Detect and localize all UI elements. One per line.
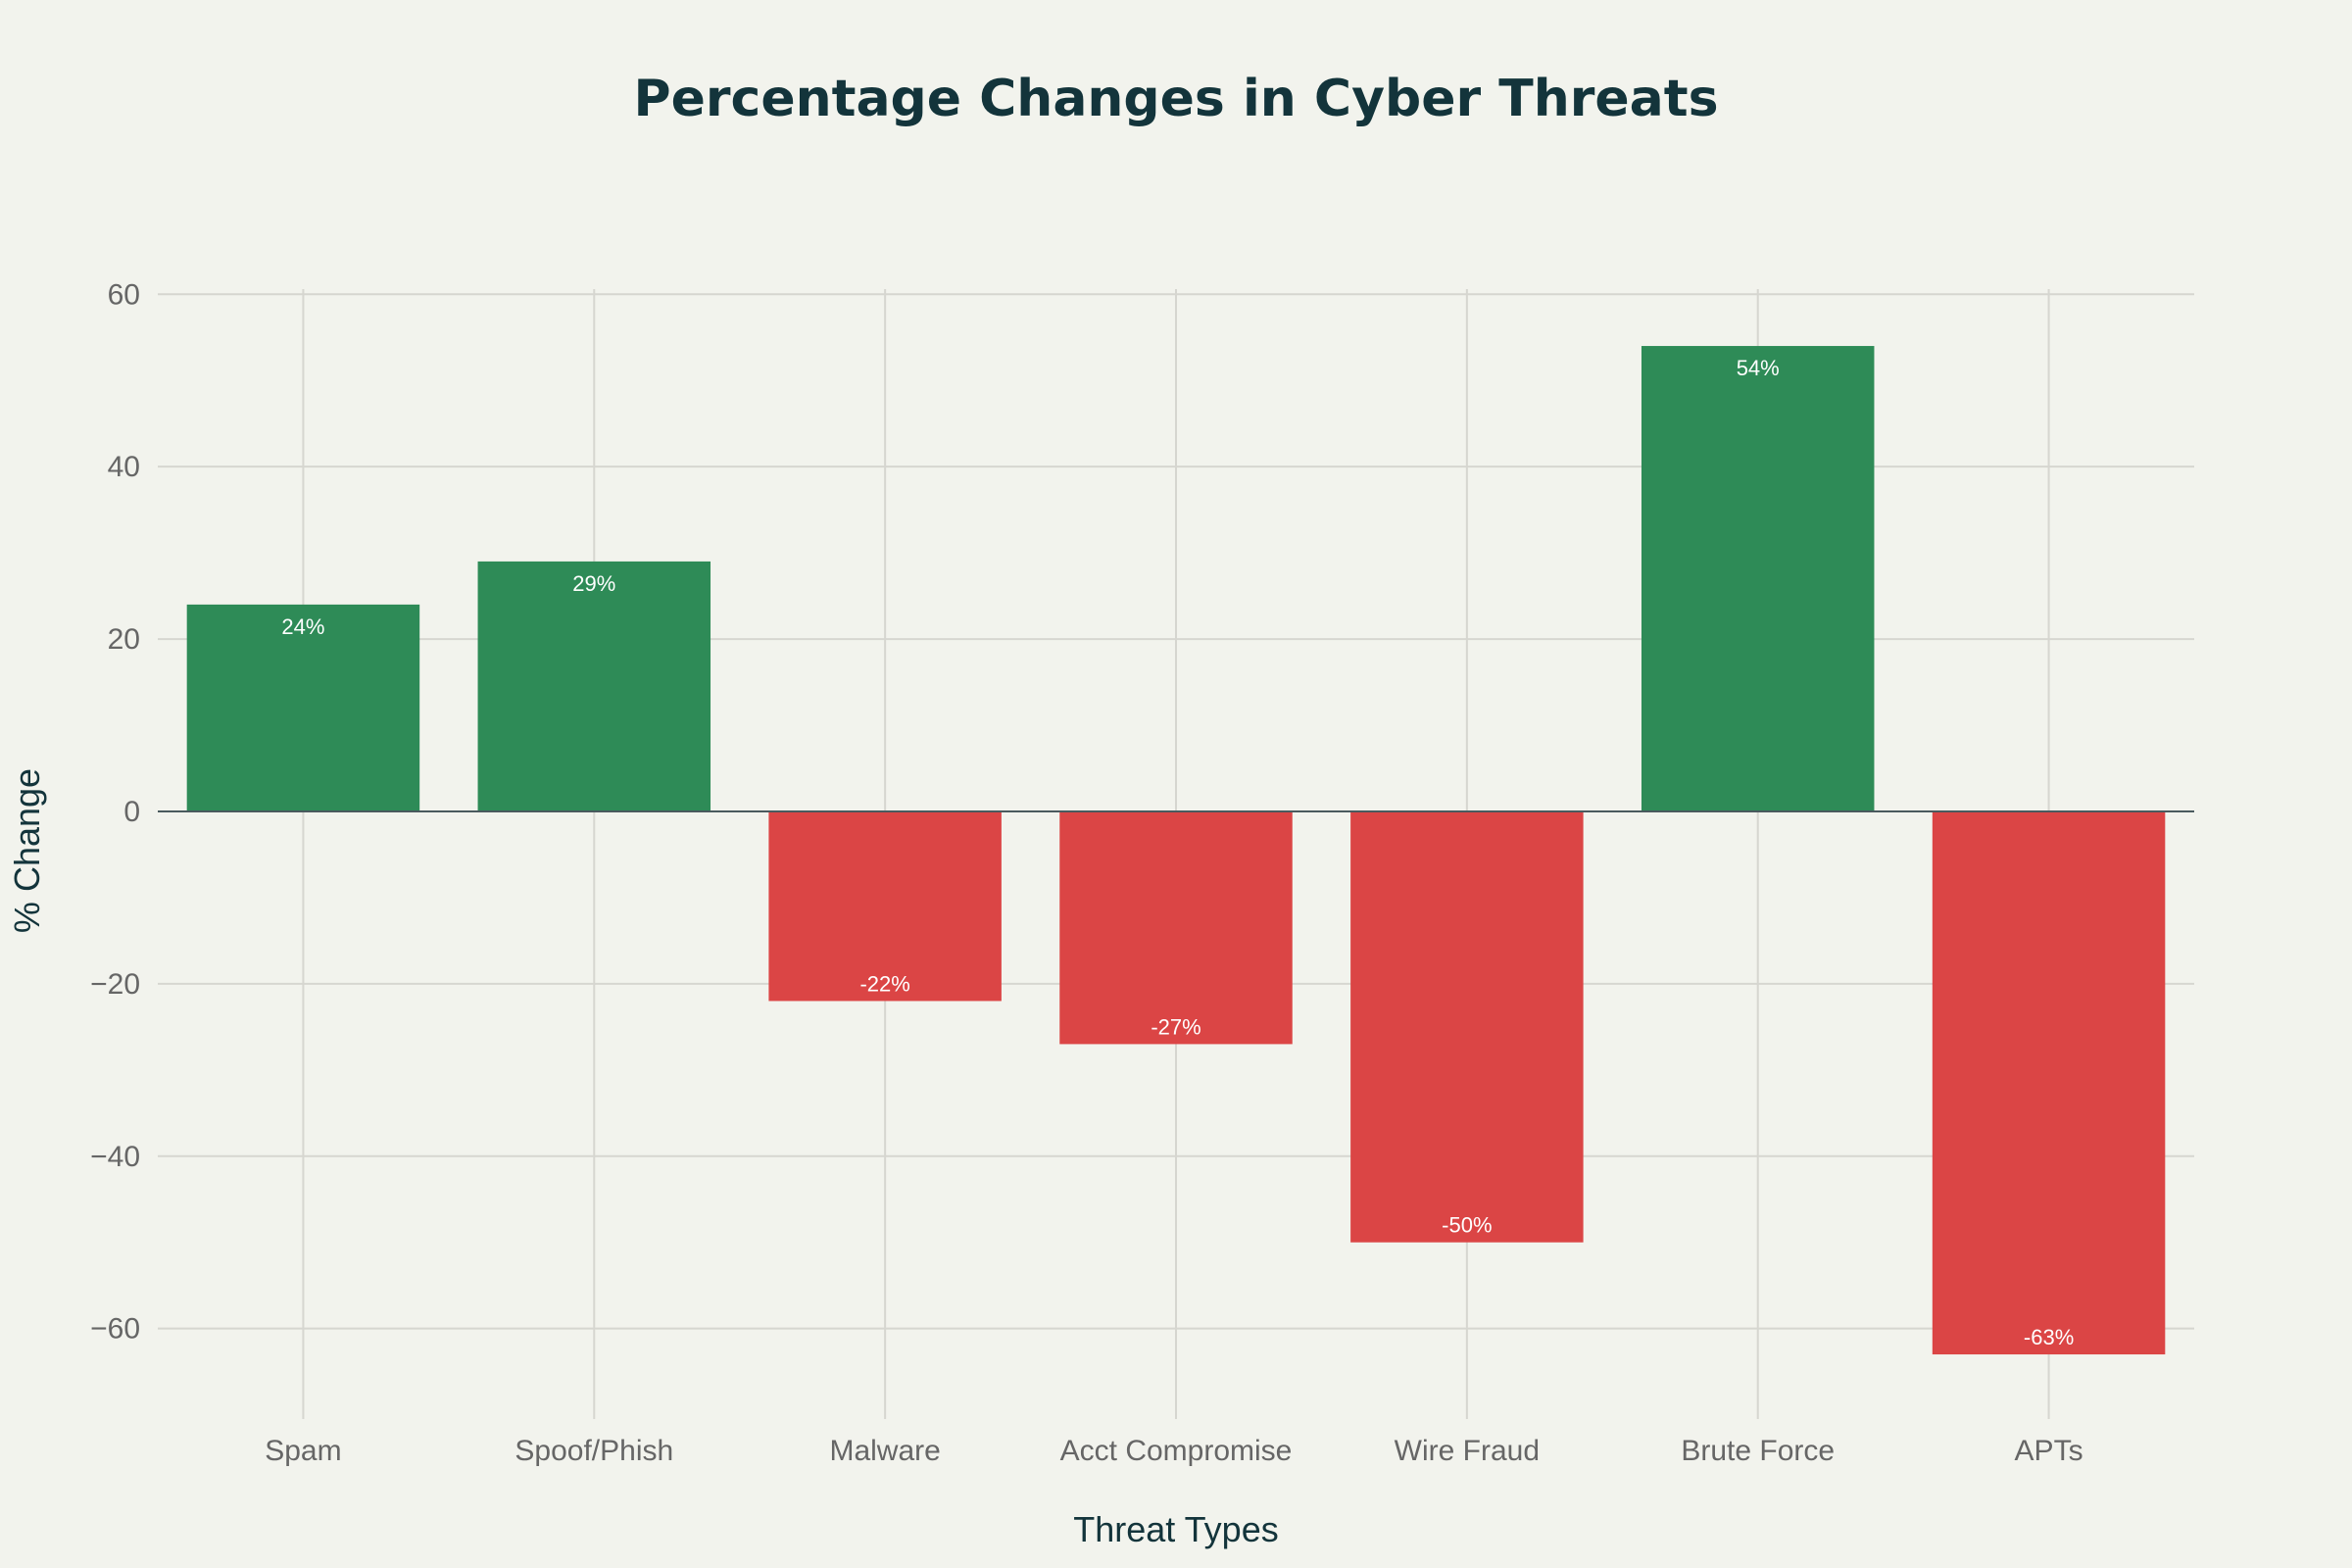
y-tick-label: −60 <box>90 1313 140 1346</box>
y-tick-label: 60 <box>108 278 140 311</box>
y-tick-label: −20 <box>90 968 140 1001</box>
bar <box>186 604 420 811</box>
data-label: 24% <box>281 614 324 639</box>
y-tick-label: 0 <box>123 796 140 828</box>
y-tick-label: 40 <box>108 451 140 483</box>
bar <box>477 561 711 811</box>
x-tick-label: Brute Force <box>1681 1435 1835 1467</box>
bar <box>1059 810 1293 1045</box>
data-label: 29% <box>572 571 615 596</box>
y-axis-label: % Change <box>7 768 47 933</box>
x-axis-ticks: Spam Spoof/Phish Malware Acct Compromise Wir… <box>265 1435 2082 1467</box>
bars: 24% 29% -22% -27% -50% 54% -63% <box>186 346 2166 1355</box>
data-label: -63% <box>2024 1325 2074 1349</box>
x-tick-label: APTs <box>2015 1435 2083 1467</box>
data-label: -27% <box>1151 1014 1200 1039</box>
y-axis-ticks: 60 40 20 0 −20 −40 −60 <box>90 278 140 1345</box>
x-axis-label: Threat Types <box>1073 1509 1278 1549</box>
bar <box>768 810 1002 1002</box>
bar <box>1641 346 1875 811</box>
bar <box>1932 810 2166 1355</box>
data-label: -22% <box>859 971 909 996</box>
data-label: 54% <box>1737 356 1780 380</box>
y-tick-label: −40 <box>90 1141 140 1173</box>
x-tick-label: Spoof/Phish <box>514 1435 673 1467</box>
x-tick-label: Wire Fraud <box>1395 1435 1540 1467</box>
y-tick-label: 20 <box>108 623 140 656</box>
bar <box>1350 810 1584 1243</box>
x-tick-label: Acct Compromise <box>1060 1435 1293 1467</box>
data-label: -50% <box>1442 1213 1492 1238</box>
x-tick-label: Malware <box>829 1435 940 1467</box>
x-tick-label: Spam <box>265 1435 341 1467</box>
chart-title: Percentage Changes in Cyber Threats <box>633 70 1718 128</box>
